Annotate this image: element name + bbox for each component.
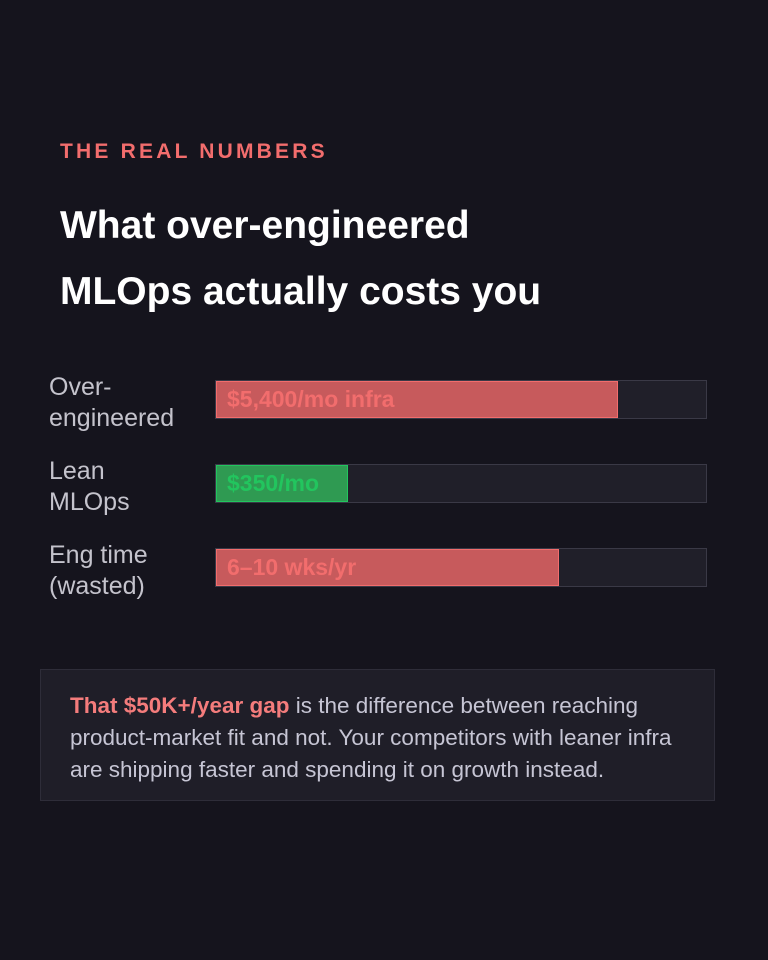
bar-label: 6–10 wks/yr xyxy=(227,554,357,580)
row-label: Eng time (wasted) xyxy=(49,540,148,602)
row-label-line: Lean xyxy=(49,457,105,485)
bar-label: $350/mo xyxy=(227,470,320,496)
track: 6–10 wks/yr xyxy=(215,548,707,587)
row-label: Lean MLOps xyxy=(49,456,130,518)
row: Over-engineered $5,400/mo infra xyxy=(49,373,709,450)
row: Lean MLOps $350/mo xyxy=(49,457,709,534)
eyebrow: THE REAL NUMBERS xyxy=(60,140,328,163)
row-label-line: (wasted) xyxy=(49,572,145,600)
title-line: What over-engineered xyxy=(60,204,470,247)
bar: $350/mo xyxy=(216,465,349,502)
bar: 6–10 wks/yr xyxy=(216,549,559,586)
bar-label: $5,400/mo infra xyxy=(227,386,395,412)
track: $350/mo xyxy=(215,464,707,503)
callout-highlight: That $50K+/year gap xyxy=(70,693,290,718)
row-label: Over-engineered xyxy=(49,372,174,434)
track: $5,400/mo infra xyxy=(215,380,707,419)
title: What over-engineered MLOps actually costs… xyxy=(60,193,541,325)
title-line: MLOps actually costs you xyxy=(60,270,542,313)
callout-text: is the difference between reaching produ… xyxy=(70,693,672,782)
row: Eng time (wasted) 6–10 wks/yr xyxy=(49,541,709,618)
row-label-line: Eng time xyxy=(49,541,148,569)
row-label-line: MLOps xyxy=(49,488,130,516)
row-label-line: engineered xyxy=(49,404,175,432)
row-label-line: Over- xyxy=(49,373,112,401)
bar: $5,400/mo infra xyxy=(216,381,618,418)
callout: That $50K+/year gap is the difference be… xyxy=(40,669,715,801)
